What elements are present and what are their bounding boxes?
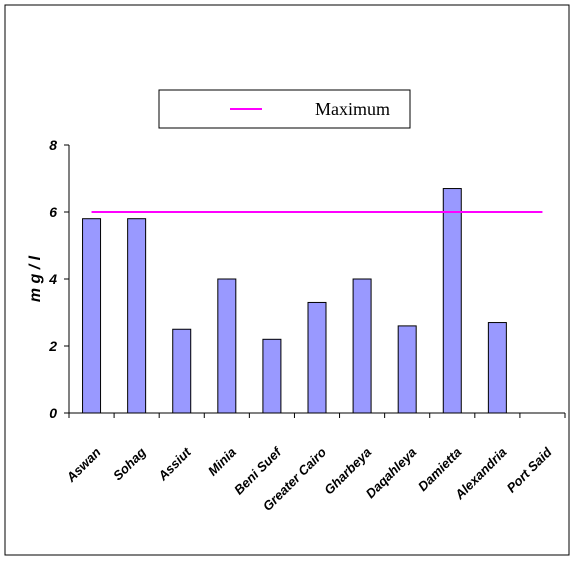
y-axis-label: m g / l <box>27 255 44 302</box>
legend-box <box>158 89 411 129</box>
bar <box>172 328 192 414</box>
bar <box>127 218 147 414</box>
bar <box>262 338 282 414</box>
bar <box>82 218 102 414</box>
bar <box>352 278 372 414</box>
bar <box>487 322 507 414</box>
y-tick-label: 6 <box>49 204 57 220</box>
legend: Maximum <box>158 89 411 129</box>
y-ticks: 0 2 4 6 8 <box>48 137 69 421</box>
legend-max-label: Maximum <box>315 99 390 119</box>
bar <box>307 301 327 414</box>
y-tick-label: 8 <box>49 137 57 153</box>
bars <box>82 188 507 414</box>
y-tick-label: 4 <box>48 271 57 287</box>
bar <box>442 188 462 414</box>
y-tick-label: 0 <box>49 405 57 421</box>
bar <box>397 325 417 414</box>
x-ticks <box>68 413 566 418</box>
bar <box>217 278 237 414</box>
y-tick-label: 2 <box>48 338 57 354</box>
